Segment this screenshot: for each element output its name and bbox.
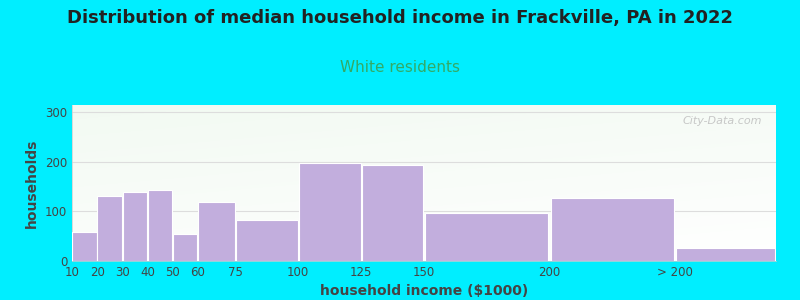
Bar bbox=[551, 198, 674, 261]
Bar bbox=[148, 190, 172, 261]
Bar bbox=[299, 164, 361, 261]
Bar bbox=[426, 213, 549, 261]
Bar bbox=[98, 196, 122, 261]
X-axis label: household income ($1000): household income ($1000) bbox=[320, 284, 528, 298]
Bar bbox=[122, 192, 147, 261]
Text: White residents: White residents bbox=[340, 60, 460, 75]
Bar bbox=[198, 202, 235, 261]
Bar bbox=[677, 248, 775, 261]
Bar bbox=[173, 234, 198, 261]
Bar bbox=[362, 165, 423, 261]
Text: Distribution of median household income in Frackville, PA in 2022: Distribution of median household income … bbox=[67, 9, 733, 27]
Text: City-Data.com: City-Data.com bbox=[682, 116, 762, 126]
Bar bbox=[72, 232, 97, 261]
Bar bbox=[236, 220, 298, 261]
Y-axis label: households: households bbox=[26, 138, 39, 228]
